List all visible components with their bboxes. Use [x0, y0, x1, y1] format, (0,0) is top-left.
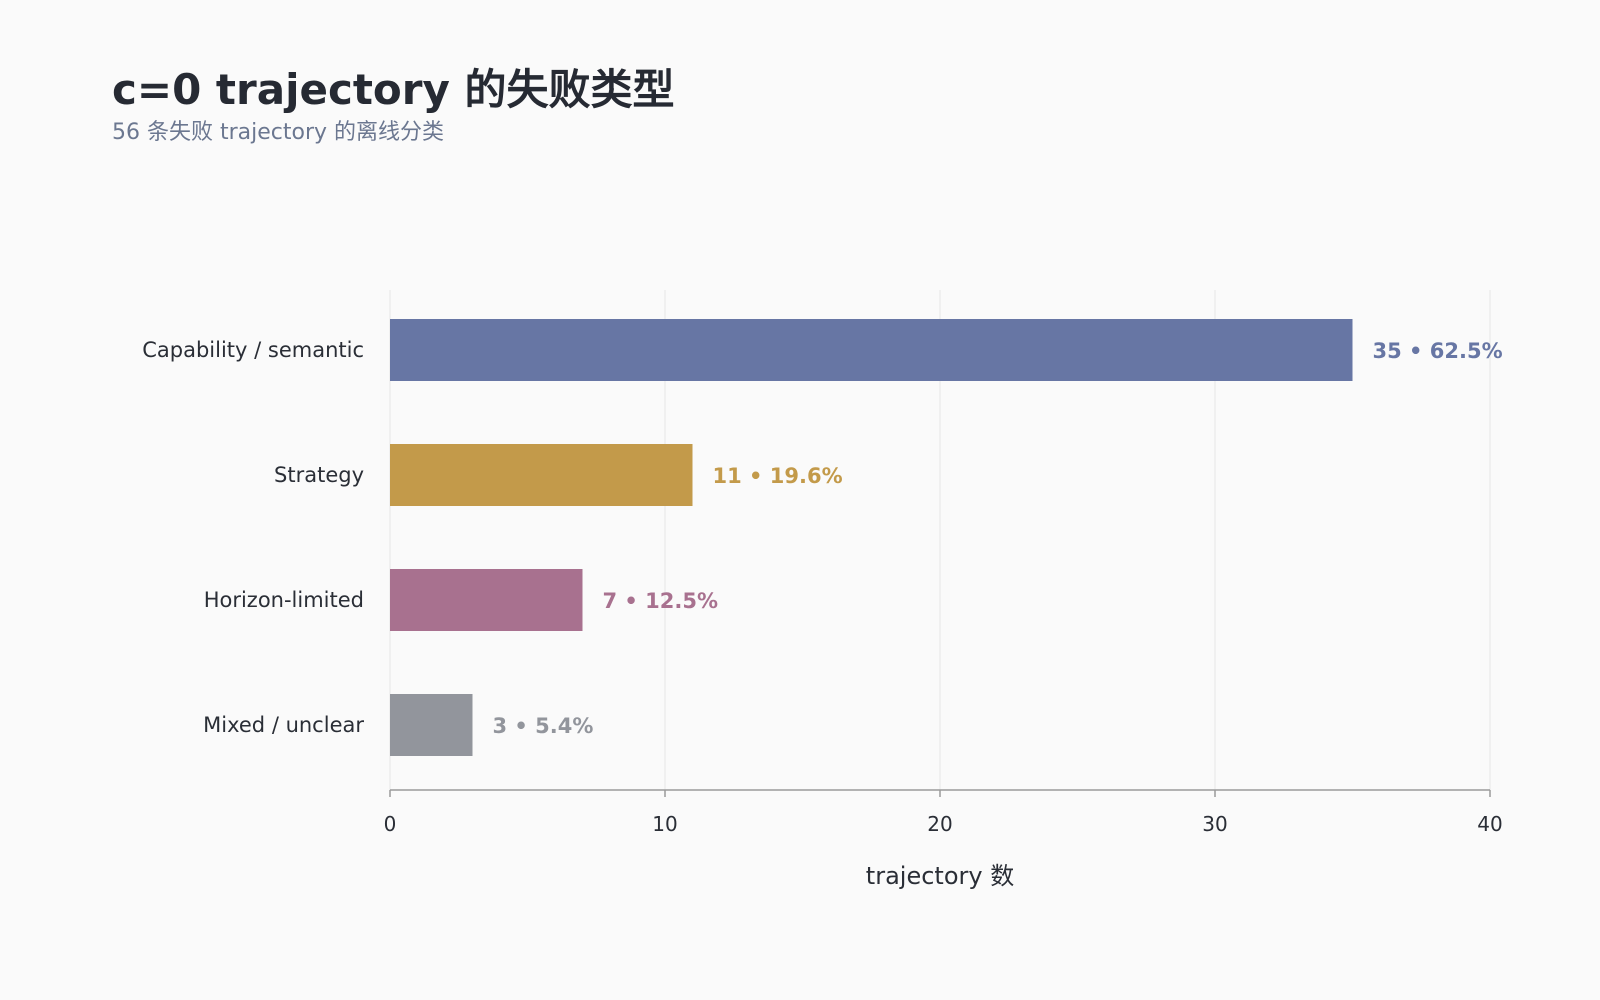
chart-title: c=0 trajectory 的失败类型	[112, 65, 675, 114]
category-label: Mixed / unclear	[203, 713, 364, 737]
category-label: Strategy	[274, 463, 364, 487]
x-axis-title: trajectory 数	[866, 862, 1014, 890]
bar	[390, 319, 1353, 381]
x-tick-label: 30	[1202, 812, 1227, 836]
data-label: 7 • 12.5%	[603, 589, 719, 613]
x-tick-label: 10	[652, 812, 677, 836]
bars: Capability / semantic 35 • 62.5% Strategy 1…	[142, 319, 1503, 756]
bar	[390, 444, 693, 506]
data-label: 3 • 5.4%	[493, 714, 594, 738]
x-tick-label: 0	[384, 812, 397, 836]
category-label: Horizon-limited	[204, 588, 364, 612]
data-label: 11 • 19.6%	[713, 464, 843, 488]
x-tick-label: 20	[927, 812, 952, 836]
bar	[390, 694, 473, 756]
bar	[390, 569, 583, 631]
chart-subtitle: 56 条失败 trajectory 的离线分类	[112, 120, 445, 145]
category-label: Capability / semantic	[142, 338, 364, 362]
data-label: 35 • 62.5%	[1373, 339, 1503, 363]
x-axis: 0 10 20 30 40	[384, 789, 1503, 836]
x-tick-label: 40	[1477, 812, 1502, 836]
